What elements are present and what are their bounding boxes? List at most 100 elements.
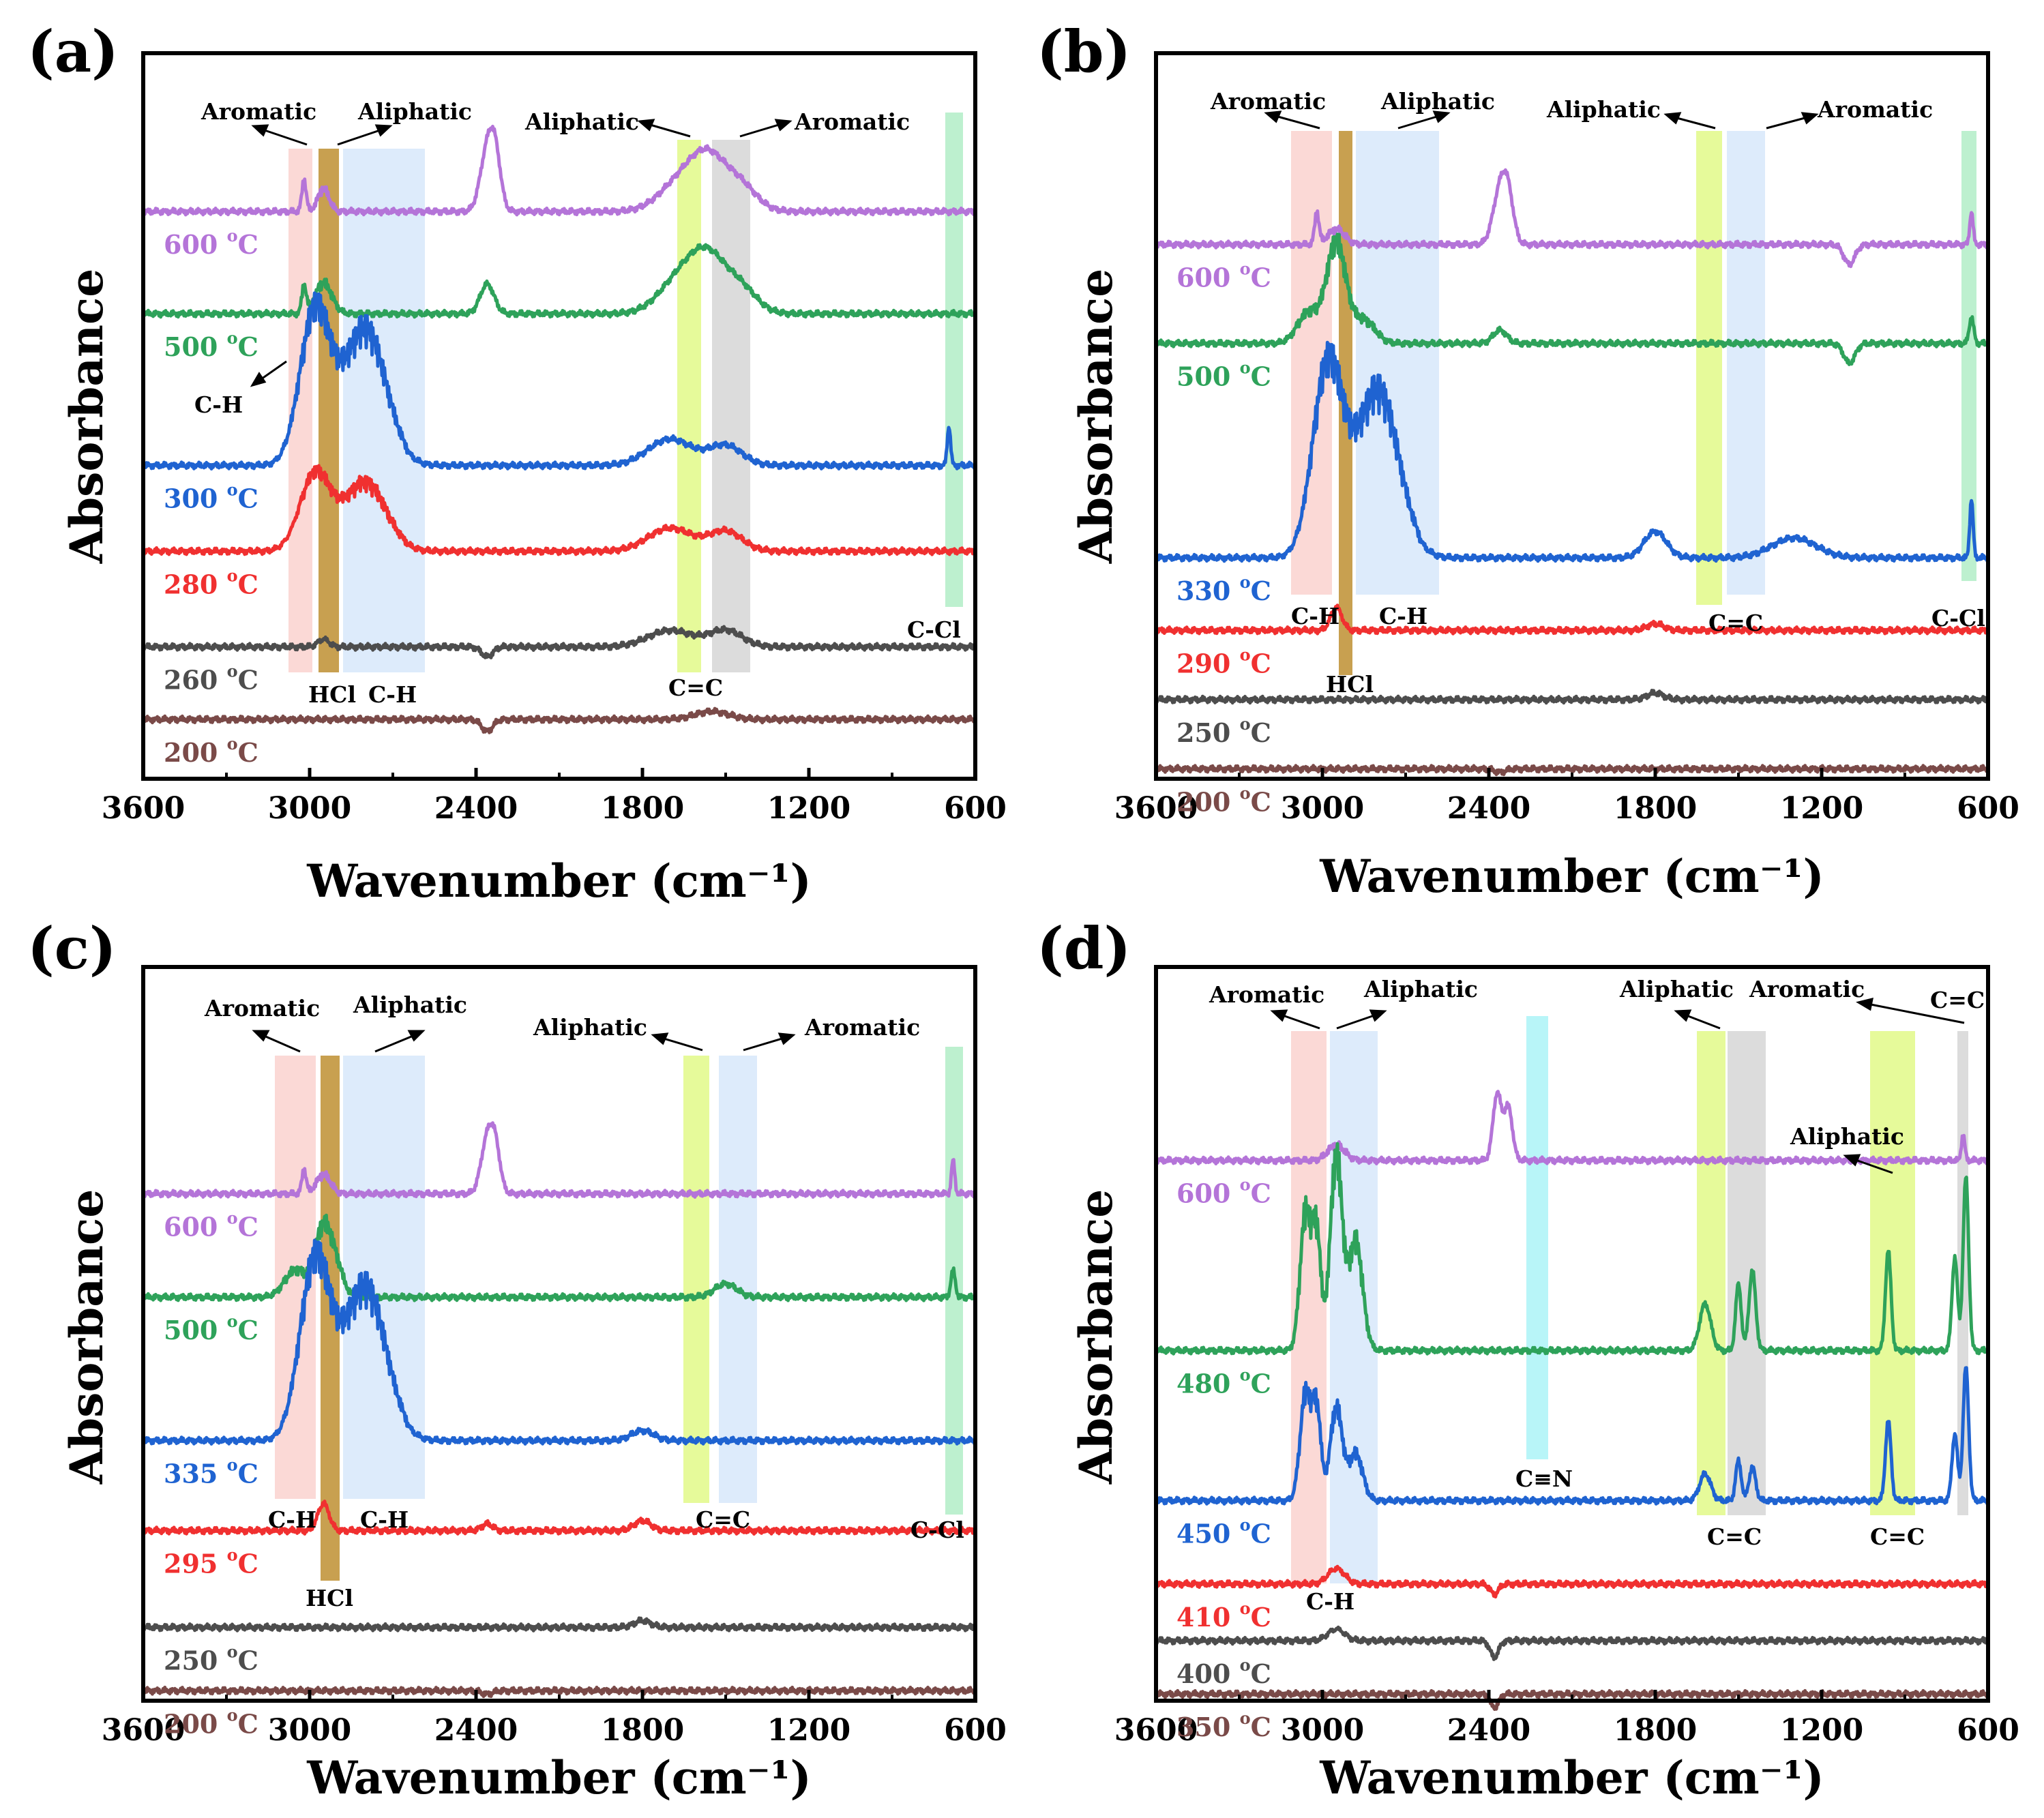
bands-d [1291, 1016, 1968, 1583]
degree-sup: o [227, 1641, 238, 1661]
temperature-value: 250 [1176, 717, 1240, 748]
temperature-value: 335 [164, 1459, 227, 1489]
band-aliphatic-cc-c [683, 1056, 709, 1503]
ann-aliphatic-right-c: Aliphatic [533, 1014, 647, 1041]
temperature-value: 600 [164, 1212, 227, 1242]
unit-suffix: C [238, 331, 258, 362]
x-tick-label: 2400 [434, 1713, 518, 1748]
degree-sup: o [227, 661, 238, 681]
ann-ch-arrow: C-H [194, 391, 243, 418]
unit-suffix: C [1251, 361, 1271, 392]
band-aromatic-cc [712, 140, 750, 672]
x-ticks-c: 3600 3000 2400 1800 1200 600 [102, 1690, 1007, 1748]
degree-sup: o [1240, 259, 1251, 279]
unit-suffix: C [1251, 1658, 1271, 1689]
ann-ch2-b: C-H [1379, 603, 1427, 629]
temperature-label: 600 oC [1176, 1175, 1271, 1209]
unit-suffix: C [238, 229, 258, 260]
ann-aromatic-mid-d: Aromatic [1749, 976, 1865, 1002]
degree-sup: o [1240, 1515, 1251, 1535]
temperature-label: 500 oC [164, 328, 258, 362]
ann-aromatic-right-c: Aromatic [804, 1014, 920, 1041]
x-tick-label: 3000 [268, 1713, 351, 1748]
ann-cc: C=C [668, 674, 723, 701]
band-ccl [945, 113, 963, 607]
y-axis-label-c: Absorbance [60, 1189, 113, 1485]
y-axis-label-a: Absorbance [60, 269, 113, 564]
ann-ch1-c: C-H [268, 1506, 316, 1533]
spectrum-line-d-4 [1154, 1625, 1989, 1661]
x-tick-label: 3600 [1114, 1713, 1198, 1748]
panel-label-c: (c) [27, 914, 117, 982]
temperature-label: 290 oC [1176, 644, 1271, 679]
spectrum-line-d-3 [1154, 1564, 1990, 1599]
temperature-label: 350 oC [1176, 1708, 1271, 1742]
temperature-value: 350 [1176, 1712, 1240, 1742]
spectrum-line-c-0 [141, 1121, 977, 1199]
spectrum-line-d-2 [1155, 1366, 1990, 1506]
y-axis-label-b: Absorbance [1069, 269, 1123, 564]
x-axis-label-a: Wavenumber (cm⁻¹) [306, 854, 811, 908]
plot-frame-b [1154, 51, 1990, 781]
temperature-label: 400 oC [1176, 1655, 1271, 1689]
degree-sup: o [227, 1705, 238, 1725]
x-tick-label: 600 [1957, 791, 2019, 826]
unit-suffix: C [238, 1212, 258, 1242]
x-tick-label: 3600 [102, 1713, 185, 1748]
unit-suffix: C [238, 1549, 258, 1579]
unit-suffix: C [1251, 1178, 1271, 1209]
spectrum-line-a-3 [141, 464, 977, 556]
temperature-label: 280 oC [164, 565, 258, 599]
x-tick-label: 1200 [767, 1713, 850, 1748]
temperature-value: 300 [164, 483, 227, 514]
x-tick-label: 3000 [1281, 791, 1364, 826]
unit-suffix: C [1251, 786, 1271, 817]
temperature-value: 600 [1176, 1178, 1240, 1209]
temperature-label: 260 oC [164, 661, 258, 696]
degree-sup: o [1240, 1175, 1251, 1195]
spectrum-line-c-1 [141, 1213, 977, 1302]
temperature-label: 410 oC [1176, 1598, 1271, 1633]
bands-b [1291, 131, 1976, 675]
ann-aliphatic-mid-d: Aliphatic [1619, 976, 1734, 1002]
ann-ccl-c: C-Cl [910, 1517, 964, 1543]
band-aromatic-cc-c [719, 1056, 757, 1503]
arrows-d [1270, 997, 1965, 1174]
arrows-c [252, 1030, 796, 1053]
spectrum-line-c-5 [142, 1685, 977, 1699]
degree-sup: o [227, 565, 238, 585]
x-tick-label: 3000 [1281, 1713, 1364, 1748]
spectra-a [141, 124, 977, 734]
band-aliphatic-ch-d [1330, 1031, 1378, 1583]
degree-sup: o [1240, 1365, 1251, 1384]
temperature-label: 500 oC [164, 1311, 258, 1345]
temperature-value: 330 [1176, 576, 1240, 606]
ann-aromatic-left-d: Aromatic [1209, 981, 1324, 1008]
ann-cc-b: C=C [1708, 610, 1763, 636]
panel-b: (b) 3600 3000 2400 1800 1200 600 Absorbance W… [1037, 18, 2019, 903]
ann-aromatic-right: Aromatic [794, 108, 910, 135]
unit-suffix: C [238, 1645, 258, 1675]
x-tick-label: 1200 [1780, 791, 1863, 826]
temperature-label: 250 oC [1176, 714, 1271, 748]
ann-hcl: HCl [308, 681, 356, 708]
band-aliphatic-cc-d [1697, 1031, 1725, 1515]
spectrum-line-b-0 [1154, 168, 1990, 269]
temperature-value: 480 [1176, 1368, 1240, 1399]
x-tick-label: 3600 [1114, 791, 1198, 826]
x-axis-label-b: Wavenumber (cm⁻¹) [1319, 850, 1824, 903]
temperature-label: 600 oC [164, 1208, 258, 1242]
ann-ch1-b: C-H [1291, 603, 1339, 629]
spectra-c [141, 1121, 977, 1699]
unit-suffix: C [1251, 1602, 1271, 1633]
degree-sup: o [1240, 783, 1251, 803]
panel-a: (a) 3600 3000 2400 1800 1200 600 Absorbance W… [27, 18, 1007, 908]
temperature-label: 500 oC [1176, 358, 1271, 392]
temperature-value: 410 [1176, 1602, 1240, 1633]
temperature-value: 500 [1176, 361, 1240, 392]
unit-suffix: C [1251, 1519, 1271, 1549]
unit-suffix: C [238, 665, 258, 696]
band-cn-d [1526, 1016, 1548, 1459]
unit-suffix: C [1251, 263, 1271, 293]
